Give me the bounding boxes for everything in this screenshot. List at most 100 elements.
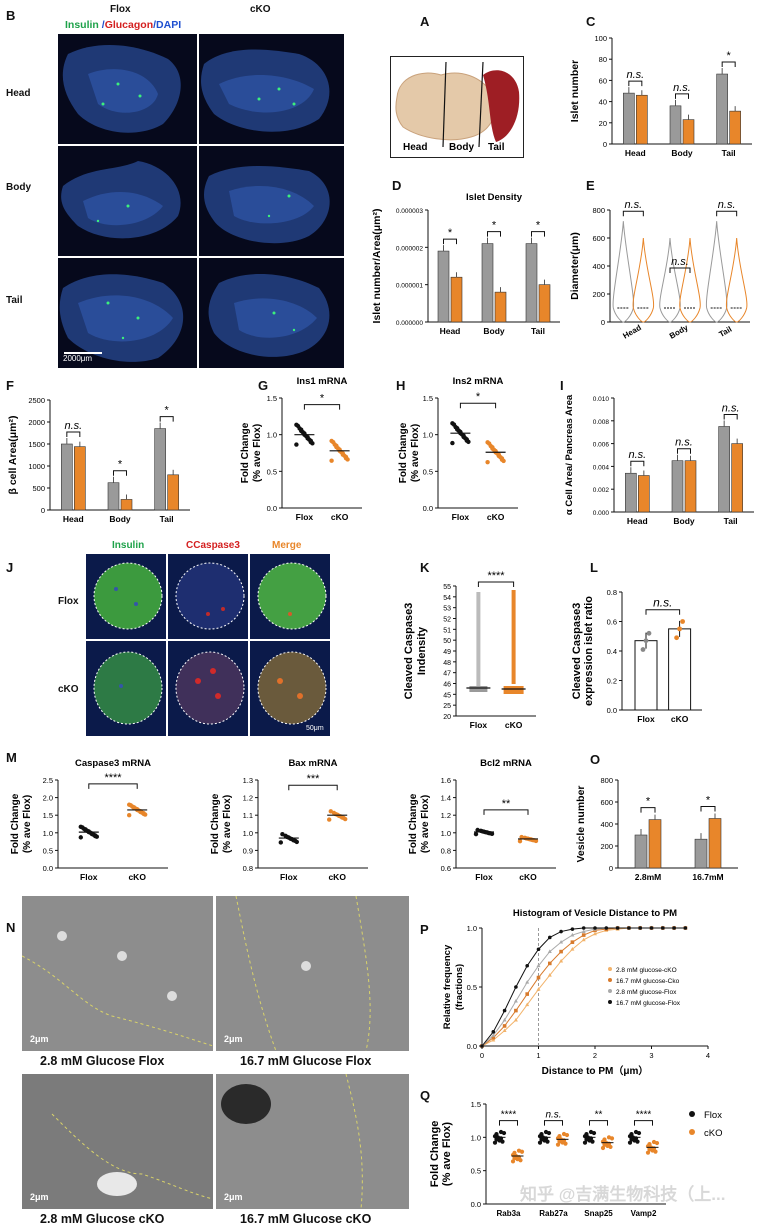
- em-caption-3: 2.8 mM Glucose cKO: [40, 1212, 165, 1226]
- bar-cko: [450, 276, 463, 323]
- significance-bracket: [303, 404, 341, 410]
- series-point: [491, 1033, 496, 1037]
- significance-label: n.s.: [628, 449, 646, 461]
- series-point: [502, 1017, 507, 1022]
- chart-title: Ins2 mRNA: [453, 376, 504, 387]
- series-point: [638, 926, 642, 930]
- point-cko: [512, 1156, 517, 1161]
- bar-flox: [718, 426, 730, 513]
- y-tick-label: 45: [443, 692, 451, 699]
- y-tick-label: 200: [600, 842, 613, 851]
- point-cko: [647, 1147, 652, 1152]
- point-flox: [475, 827, 480, 833]
- significance-bracket: [288, 784, 338, 791]
- significance-label: *: [646, 796, 651, 808]
- point-flox: [588, 1129, 594, 1135]
- point-cko: [141, 811, 146, 817]
- em-image-2-8-cko: 2μm: [22, 1074, 213, 1209]
- scale-bar-label: 2000μm: [63, 354, 93, 363]
- point-cko: [485, 459, 490, 465]
- point-flox: [450, 421, 455, 426]
- x-tick-label: 2.8mM: [635, 872, 661, 882]
- y-tick-label: 0.000: [593, 510, 610, 517]
- series-point: [661, 926, 665, 930]
- x-tick-label: 2: [593, 1051, 597, 1060]
- point-flox: [627, 1140, 633, 1145]
- y-axis-label: Vesicle number: [575, 785, 587, 862]
- series-point: [615, 926, 620, 930]
- bar-flox: [481, 243, 494, 323]
- significance-bracket: [716, 210, 738, 217]
- panel-label-c: C: [586, 14, 596, 29]
- chart-secretory-genes: 0.0 0.5 1.0 1.5 Fold Change (% ave Flox) Rab3a…: [430, 1100, 722, 1218]
- point-cko: [645, 1150, 651, 1155]
- y-tick-label: 0.8: [441, 846, 451, 855]
- point-flox: [498, 1129, 504, 1135]
- significance-label: n.s.: [624, 199, 642, 211]
- point-flox: [494, 1137, 499, 1142]
- y-axis-label: Islet number: [569, 60, 581, 122]
- y-axis-label: Fold Change: [240, 422, 251, 483]
- significance-bracket: [443, 238, 457, 245]
- series-point: [513, 1017, 518, 1022]
- bar-cko: [167, 474, 179, 511]
- significance-bracket: [634, 1120, 653, 1126]
- y-tick-label: 50: [443, 638, 451, 645]
- pancreas-label-body: Body: [449, 142, 474, 153]
- y-tick-label: 1.5: [423, 394, 433, 403]
- y-tick-label: 80: [599, 55, 607, 64]
- y-tick-label: 500: [32, 484, 45, 493]
- series-point: [649, 926, 654, 930]
- bar-cko: [494, 291, 507, 323]
- bar-flox: [525, 243, 538, 323]
- y-tick-label: 1.1: [243, 811, 253, 820]
- chart-title: Caspase3 mRNA: [75, 758, 151, 769]
- chart-ins1-mrna: 0.0 0.5 1.0 1.5 Fold Change (% ave Flox) Ins1 …: [240, 376, 362, 522]
- bar-flox: [154, 428, 166, 511]
- series-point: [559, 958, 564, 963]
- bar-flox: [437, 250, 450, 323]
- em-scale-1: 2μm: [30, 1034, 49, 1044]
- row-label-head: Head: [6, 88, 31, 99]
- x-tick-label: Head: [621, 323, 643, 341]
- y-axis-label-2: (fractions): [454, 964, 465, 1010]
- point-flox: [492, 1140, 498, 1145]
- bar-flox: [623, 92, 635, 145]
- point-cko: [127, 802, 132, 807]
- legend-label: 16.7 mM glucose-Cko: [616, 978, 680, 985]
- points-cko: [503, 686, 524, 694]
- chart-vesicle-number: 0 200 400 600 800 Vesicle number 2.8mM * 16.7mM *: [575, 776, 738, 882]
- significance-bracket: [677, 448, 691, 454]
- x-tick-label: Head: [63, 514, 84, 524]
- y-tick-label: 2.5: [43, 776, 53, 785]
- bar-cko: [708, 818, 722, 869]
- significance-label: n.s.: [64, 420, 82, 432]
- chart-islet-density: 0.000000 0.000001 0.000002 0.000003 Islet nu…: [371, 192, 560, 336]
- if-image-cko-merge: 50μm: [250, 641, 330, 736]
- y-tick-label: 47: [443, 671, 451, 678]
- x-tick-label: Flox: [452, 512, 470, 522]
- point-cko: [499, 457, 505, 462]
- j-col-ccaspase3: CCaspase3: [186, 540, 240, 551]
- series-point: [570, 927, 575, 931]
- significance-label: n.s.: [545, 1110, 561, 1121]
- x-tick-label: cKO: [128, 872, 146, 882]
- y-tick-label: 0.008: [593, 419, 610, 426]
- y-tick-label: 25: [443, 703, 451, 710]
- y-tick-label: 200: [592, 290, 605, 299]
- x-tick-label: 0: [480, 1051, 484, 1060]
- bar-cko: [74, 446, 86, 511]
- y-tick-label: 2.0: [43, 794, 53, 803]
- series-point: [559, 949, 563, 954]
- legend-marker: [608, 967, 612, 971]
- series-point: [525, 1002, 530, 1007]
- series-line: [481, 927, 686, 1047]
- point-cko: [600, 1145, 606, 1151]
- legend-dapi: DAPI: [156, 19, 182, 31]
- y-tick-label: 1000: [28, 462, 45, 471]
- y-tick-label: 0.002: [593, 487, 610, 494]
- series-point: [581, 933, 586, 937]
- y-tick-label: 0.9: [243, 846, 253, 855]
- y-axis-label: Fold Change: [210, 793, 221, 854]
- point-flox: [464, 438, 469, 443]
